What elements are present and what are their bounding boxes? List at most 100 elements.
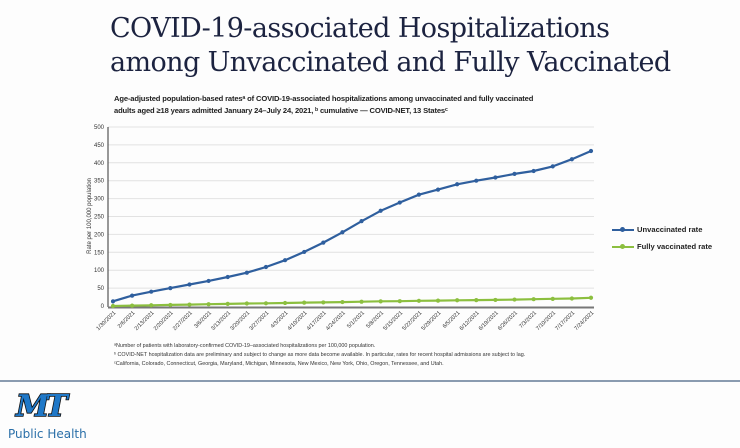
legend-label: Unvaccinated rate: [637, 225, 703, 234]
x-tick-label: 5/22/2021: [401, 310, 423, 332]
y-tick-label: 100: [94, 268, 105, 274]
data-point-fully-vaccinated-rate: [340, 299, 345, 305]
data-point-unvaccinated-rate: [282, 258, 288, 263]
series-line-fully-vaccinated-rate: [112, 296, 592, 308]
data-point-fully-vaccinated-rate: [263, 301, 269, 306]
x-tick-label: 4/17/2021: [306, 310, 328, 332]
data-point-unvaccinated-rate: [531, 168, 536, 174]
data-point-fully-vaccinated-rate: [455, 298, 460, 303]
data-point-fully-vaccinated-rate: [225, 301, 230, 306]
x-tick-label: 4/10/2021: [287, 310, 309, 332]
footnote: ᵃNumber of patients with laboratory-conf…: [114, 343, 376, 349]
data-point-unvaccinated-rate: [168, 286, 173, 291]
data-point-fully-vaccinated-rate: [378, 299, 383, 304]
data-point-unvaccinated-rate: [378, 208, 383, 213]
data-point-unvaccinated-rate: [302, 249, 307, 255]
x-tick-label: 6/12/2021: [459, 310, 481, 332]
chart-title: Age-adjusted population-based ratesᵃ of …: [114, 93, 634, 117]
data-point-fully-vaccinated-rate: [435, 298, 441, 303]
data-point-unvaccinated-rate: [244, 270, 249, 275]
data-point-unvaccinated-rate: [550, 164, 555, 169]
data-point-fully-vaccinated-rate: [569, 296, 574, 301]
data-point-fully-vaccinated-rate: [321, 300, 326, 305]
y-tick-label: 450: [94, 143, 105, 149]
data-point-fully-vaccinated-rate: [130, 303, 135, 308]
data-point-unvaccinated-rate: [512, 171, 517, 176]
data-point-unvaccinated-rate: [416, 192, 422, 197]
legend-item-fully-vaccinated: Fully vaccinated rate: [612, 238, 712, 255]
slide-title-line: among Unvaccinated and Fully Vaccinated: [110, 47, 671, 78]
footnote: ᶜCalifornia, Colorado, Connecticut, Geor…: [114, 361, 444, 367]
y-axis-ticks: 0 50 100 150 200 250 300 350 400 450 500: [94, 125, 105, 310]
data-point-fully-vaccinated-rate: [512, 297, 517, 302]
data-point-fully-vaccinated-rate: [416, 298, 422, 303]
data-point-fully-vaccinated-rate: [282, 300, 288, 306]
x-tick-label: 3/27/2021: [249, 310, 271, 332]
x-tick-label: 3/20/2021: [229, 310, 251, 332]
data-point-unvaccinated-rate: [435, 187, 441, 192]
data-point-unvaccinated-rate: [206, 278, 211, 284]
data-point-unvaccinated-rate: [225, 274, 230, 280]
data-point-fully-vaccinated-rate: [206, 302, 211, 307]
x-tick-label: 1/30/2021: [96, 310, 118, 332]
logo-text: Public Health: [8, 427, 87, 441]
data-point-unvaccinated-rate: [187, 282, 192, 287]
data-point-unvaccinated-rate: [359, 219, 364, 224]
data-point-unvaccinated-rate: [263, 264, 269, 270]
data-point-unvaccinated-rate: [588, 148, 594, 154]
data-point-unvaccinated-rate: [110, 299, 116, 304]
data-point-fully-vaccinated-rate: [244, 301, 249, 306]
x-tick-label: 6/19/2021: [478, 310, 500, 332]
legend: Unvaccinated rate Fully vaccinated rate: [612, 221, 712, 255]
data-point-fully-vaccinated-rate: [493, 297, 498, 303]
data-point-fully-vaccinated-rate: [550, 296, 555, 301]
gridlines: [108, 126, 594, 289]
data-point-fully-vaccinated-rate: [588, 295, 594, 300]
data-point-fully-vaccinated-rate: [187, 302, 192, 307]
x-tick-label: 5/29/2021: [421, 310, 443, 332]
data-point-fully-vaccinated-rate: [168, 302, 173, 308]
data-point-unvaccinated-rate: [493, 175, 498, 180]
y-tick-label: 150: [94, 250, 105, 256]
data-point-fully-vaccinated-rate: [359, 299, 364, 304]
legend-item-unvaccinated: Unvaccinated rate: [612, 221, 712, 238]
x-tick-label: 2/13/2021: [134, 310, 156, 332]
data-point-fully-vaccinated-rate: [531, 297, 536, 302]
chart-title-line: adults aged ≥18 years admitted January 2…: [114, 106, 448, 115]
slide-title: COVID-19-associated Hospitalizations amo…: [110, 12, 710, 80]
mt-logo-letters: MT: [15, 389, 70, 424]
x-tick-label: 4/24/2021: [325, 310, 347, 332]
x-tick-label: 2/27/2021: [172, 310, 194, 332]
data-point-fully-vaccinated-rate: [110, 303, 116, 309]
data-point-unvaccinated-rate: [340, 230, 345, 235]
footer-divider: [0, 380, 740, 382]
x-tick-label: 2/20/2021: [153, 310, 175, 332]
data-point-unvaccinated-rate: [569, 157, 574, 162]
x-tick-label: 5/15/2021: [382, 310, 404, 332]
chart-title-line: Age-adjusted population-based ratesᵃ of …: [114, 94, 534, 103]
data-point-fully-vaccinated-rate: [302, 300, 307, 305]
legend-label: Fully vaccinated rate: [637, 242, 713, 251]
y-tick-label: 300: [94, 197, 105, 203]
x-tick-label: 6/26/2021: [497, 310, 519, 332]
footnote: ᵇ COVID-NET hospitalization data are pre…: [114, 352, 526, 358]
data-point-unvaccinated-rate: [321, 240, 326, 245]
x-tick-label: 7/17/2021: [554, 310, 576, 332]
data-point-fully-vaccinated-rate: [474, 297, 479, 303]
y-tick-label: 0: [101, 304, 105, 310]
x-tick-label: 3/13/2021: [210, 310, 232, 332]
data-point-fully-vaccinated-rate: [149, 303, 154, 308]
footnotes: ᵃNumber of patients with laboratory-conf…: [114, 342, 714, 369]
data-point-unvaccinated-rate: [397, 200, 402, 205]
data-point-unvaccinated-rate: [130, 293, 135, 298]
legend-swatch-unvaccinated: [612, 226, 634, 234]
series-line-unvaccinated-rate: [112, 149, 592, 303]
x-axis-ticks: 1/30/2021 2/6/20212/13/20212/20/20212/27/…: [96, 310, 596, 332]
data-point-unvaccinated-rate: [455, 182, 460, 187]
y-tick-label: 400: [94, 161, 105, 167]
x-tick-label: 5/1/2021: [346, 310, 366, 330]
x-tick-label: 7/10/2021: [535, 310, 557, 332]
x-tick-label: 7/24/2021: [574, 310, 596, 332]
data-point-unvaccinated-rate: [474, 178, 479, 183]
